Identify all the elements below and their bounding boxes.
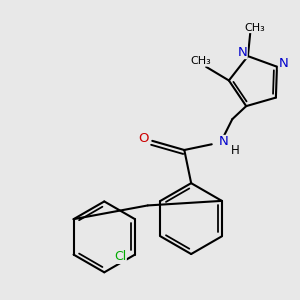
Text: N: N — [218, 136, 228, 148]
Text: H: H — [231, 143, 240, 157]
Text: O: O — [138, 132, 148, 145]
Text: CH₃: CH₃ — [190, 56, 211, 66]
Text: CH₃: CH₃ — [244, 22, 265, 33]
Text: Cl: Cl — [114, 250, 126, 263]
Text: N: N — [237, 46, 247, 59]
Text: N: N — [278, 57, 288, 70]
